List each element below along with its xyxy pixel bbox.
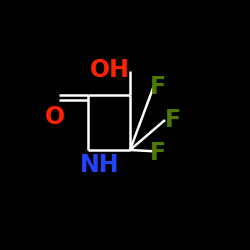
Text: NH: NH [80, 153, 120, 177]
Text: F: F [150, 76, 166, 100]
Text: F: F [164, 108, 180, 132]
Text: O: O [45, 106, 65, 130]
Text: OH: OH [90, 58, 130, 82]
Text: F: F [150, 140, 166, 164]
